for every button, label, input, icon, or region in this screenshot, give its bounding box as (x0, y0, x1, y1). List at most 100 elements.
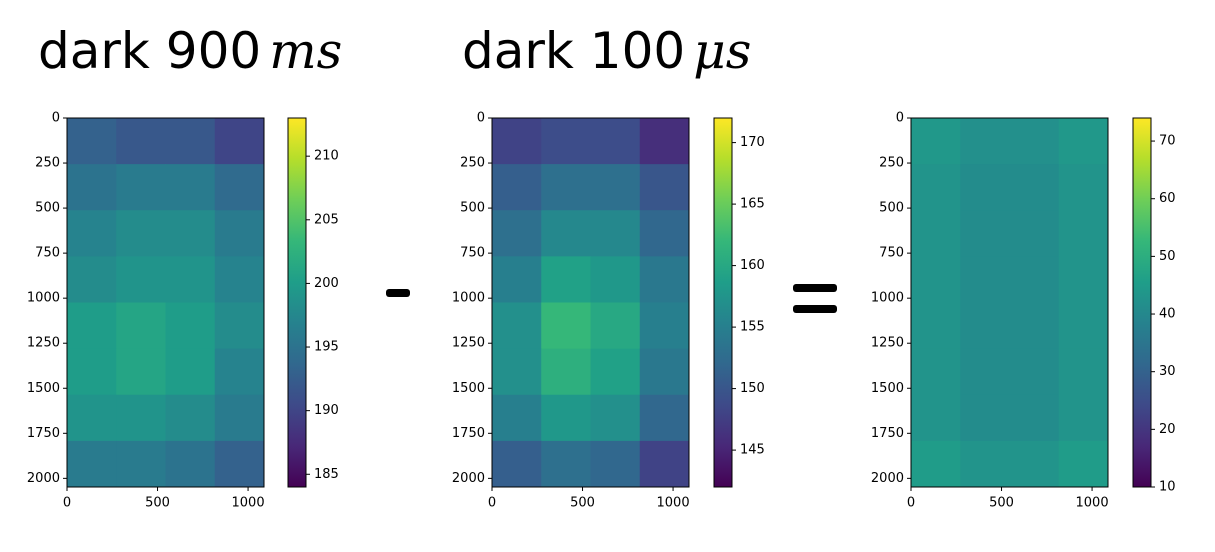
heatmap-cell (639, 394, 690, 442)
x-tick-label: 1000 (657, 496, 690, 511)
heatmap-cell (165, 394, 216, 442)
y-tick-label: 500 (35, 201, 60, 216)
heatmap-cell (911, 394, 961, 442)
heatmap-cell (116, 256, 166, 303)
heatmap-cell (590, 440, 641, 488)
colorbar-tick-label: 210 (314, 149, 339, 164)
colorbar-tick-label: 155 (740, 320, 765, 335)
colorbar-tick-label: 190 (314, 403, 339, 418)
heatmap-cell (960, 164, 1010, 211)
colorbar (713, 117, 733, 488)
heatmap-cell (492, 210, 542, 257)
y-tick-label: 500 (879, 201, 904, 216)
equals-sign-bottom (793, 305, 837, 313)
heatmap-cell (639, 164, 690, 211)
heatmap-cell (492, 118, 542, 165)
colorbar (1132, 117, 1152, 488)
y-tick-label: 2000 (452, 471, 485, 486)
heatmap-cell (541, 440, 591, 488)
heatmap-cell (960, 394, 1010, 442)
colorbar-tick-label: 200 (314, 276, 339, 291)
heatmap-cell (541, 394, 591, 442)
x-tick-label: 1000 (232, 496, 265, 511)
heatmap-cell (960, 118, 1010, 165)
y-tick-label: 2000 (27, 471, 60, 486)
heatmap-cell (492, 256, 542, 303)
y-tick-label: 250 (35, 156, 60, 171)
heatmap-cell (1058, 164, 1109, 211)
heatmap-cell (960, 302, 1010, 350)
x-tick-label: 1000 (1076, 496, 1109, 511)
heatmap-cell (165, 302, 216, 350)
heatmap-cell (165, 118, 216, 165)
heatmap-cell (911, 440, 961, 488)
heatmap-cell (165, 440, 216, 488)
heatmap-cell (1058, 256, 1109, 303)
heatmap-cell (214, 440, 265, 488)
heatmap-cell (639, 302, 690, 350)
y-tick-label: 750 (879, 246, 904, 261)
heatmap-cell (911, 302, 961, 350)
y-tick-label: 1000 (27, 291, 60, 306)
title-text: dark 100 (462, 22, 685, 80)
heatmap-cell (639, 118, 690, 165)
heatmap-cell (1058, 302, 1109, 350)
colorbar-tick-label: 185 (314, 467, 339, 482)
x-tick-label: 500 (989, 496, 1014, 511)
heatmap-cell (1058, 118, 1109, 165)
x-tick-label: 500 (145, 496, 170, 511)
minus-sign (386, 289, 410, 297)
heatmap-cell (1058, 440, 1109, 488)
heatmap-cell (165, 210, 216, 257)
y-tick-label: 2000 (871, 471, 904, 486)
x-tick-label: 0 (488, 496, 496, 511)
heatmap-cell (911, 256, 961, 303)
heatmap-cell (116, 440, 166, 488)
heatmap-cell (165, 164, 216, 211)
y-tick-label: 1500 (871, 381, 904, 396)
heatmap-cell (960, 256, 1010, 303)
plot-frame (910, 117, 1109, 488)
heatmap-cell (492, 348, 542, 396)
title-unit: ms (269, 22, 342, 80)
plot-frame (66, 117, 265, 488)
colorbar-tick-label: 195 (314, 340, 339, 355)
heatmap-cell (590, 256, 641, 303)
colorbar-tick-label: 165 (740, 197, 765, 212)
heatmap-cell (214, 210, 265, 257)
heatmap-cell (214, 394, 265, 442)
heatmap-cell (67, 394, 117, 442)
heatmap-cell (590, 302, 641, 350)
y-tick-label: 250 (460, 156, 485, 171)
y-tick-label: 1250 (452, 336, 485, 351)
chart-title: dark 900 ms (38, 22, 342, 80)
chart-title: dark 100 μs (462, 22, 751, 80)
y-tick-label: 1250 (871, 336, 904, 351)
y-tick-label: 1500 (27, 381, 60, 396)
heatmap-cell (67, 348, 117, 396)
colorbar-tick-label: 60 (1159, 191, 1176, 206)
heatmap-cell (116, 394, 166, 442)
title-text: dark 900 (38, 22, 261, 80)
y-tick-label: 750 (460, 246, 485, 261)
heatmap-cell (1009, 440, 1060, 488)
colorbar-tick-label: 30 (1159, 364, 1176, 379)
heatmap-cell (165, 348, 216, 396)
x-tick-label: 500 (570, 496, 595, 511)
x-tick-label: 0 (63, 496, 71, 511)
heatmap-cell (639, 440, 690, 488)
heatmap-cell (214, 348, 265, 396)
heatmap-cell (492, 302, 542, 350)
heatmap-cell (590, 210, 641, 257)
y-tick-label: 0 (52, 111, 60, 126)
heatmap-cell (960, 440, 1010, 488)
heatmap-cell (67, 164, 117, 211)
equals-sign-top (793, 284, 837, 292)
heatmap-cell (639, 256, 690, 303)
y-tick-label: 1500 (452, 381, 485, 396)
heatmap-cell (541, 348, 591, 396)
title-unit: μs (693, 22, 751, 80)
colorbar-tick-label: 145 (740, 443, 765, 458)
heatmap-cell (67, 256, 117, 303)
y-tick-label: 250 (879, 156, 904, 171)
